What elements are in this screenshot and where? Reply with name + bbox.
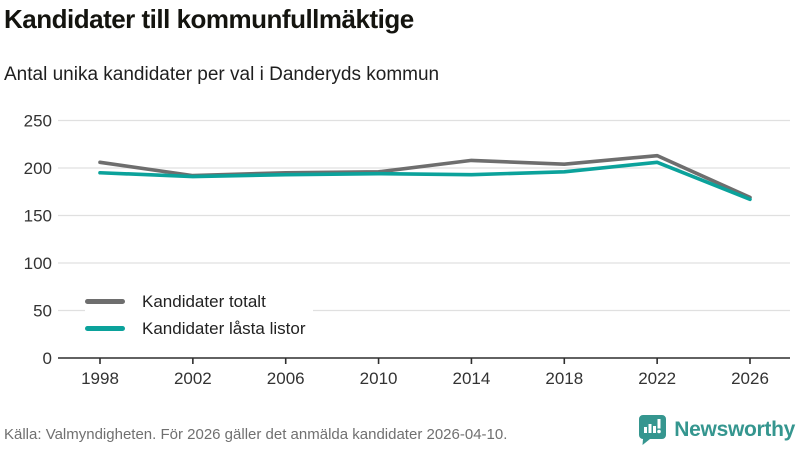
svg-text:250: 250	[24, 112, 52, 131]
svg-text:50: 50	[33, 302, 52, 321]
legend-item-lasta-listor: Kandidater låsta listor	[85, 315, 305, 342]
svg-text:2014: 2014	[453, 369, 491, 388]
legend-label-lasta-listor: Kandidater låsta listor	[142, 318, 306, 338]
legend-swatch-totalt	[85, 299, 125, 304]
legend-label-totalt: Kandidater totalt	[142, 291, 266, 311]
svg-text:2022: 2022	[638, 369, 676, 388]
svg-text:2010: 2010	[360, 369, 398, 388]
source-note: Källa: Valmyndigheten. För 2026 gäller d…	[4, 426, 508, 443]
svg-text:200: 200	[24, 159, 52, 178]
x-axis	[58, 357, 790, 364]
svg-text:0: 0	[43, 349, 52, 368]
y-axis-tick-labels: 0 50 100 150 200 250	[24, 112, 52, 369]
svg-text:2002: 2002	[174, 369, 212, 388]
legend-item-totalt: Kandidater totalt	[85, 288, 305, 315]
legend-swatch-lasta-listor	[85, 326, 125, 331]
x-axis-tick-labels: 1998 2002 2006 2010 2014 2018 2022 2026	[81, 369, 769, 388]
svg-text:150: 150	[24, 207, 52, 226]
newsworthy-wordmark: Newsworthy	[674, 417, 795, 441]
svg-text:1998: 1998	[81, 369, 119, 388]
newsworthy-icon	[639, 415, 667, 445]
newsworthy-icon-bars	[644, 419, 662, 434]
chart-title: Kandidater till kommunfullmäktige	[4, 4, 414, 34]
newsworthy-logo: Newsworthy	[638, 414, 795, 445]
svg-text:2006: 2006	[267, 369, 305, 388]
svg-text:2018: 2018	[545, 369, 583, 388]
chart-subtitle: Antal unika kandidater per val i Dandery…	[4, 64, 440, 85]
data-series-lines	[98, 153, 752, 202]
svg-text:100: 100	[24, 254, 52, 273]
gridlines	[58, 119, 790, 312]
legend: Kandidater totalt Kandidater låsta listo…	[85, 286, 314, 344]
svg-text:2026: 2026	[731, 369, 769, 388]
